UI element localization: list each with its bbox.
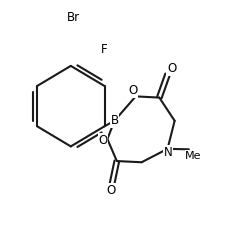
Text: O: O: [128, 84, 137, 97]
Text: O: O: [106, 184, 116, 197]
Text: B: B: [110, 114, 118, 127]
Text: F: F: [101, 43, 107, 56]
Text: Br: Br: [67, 10, 80, 24]
Text: N: N: [164, 146, 173, 159]
Text: Me: Me: [185, 151, 202, 161]
Text: O: O: [167, 62, 177, 75]
Text: O: O: [98, 134, 108, 147]
